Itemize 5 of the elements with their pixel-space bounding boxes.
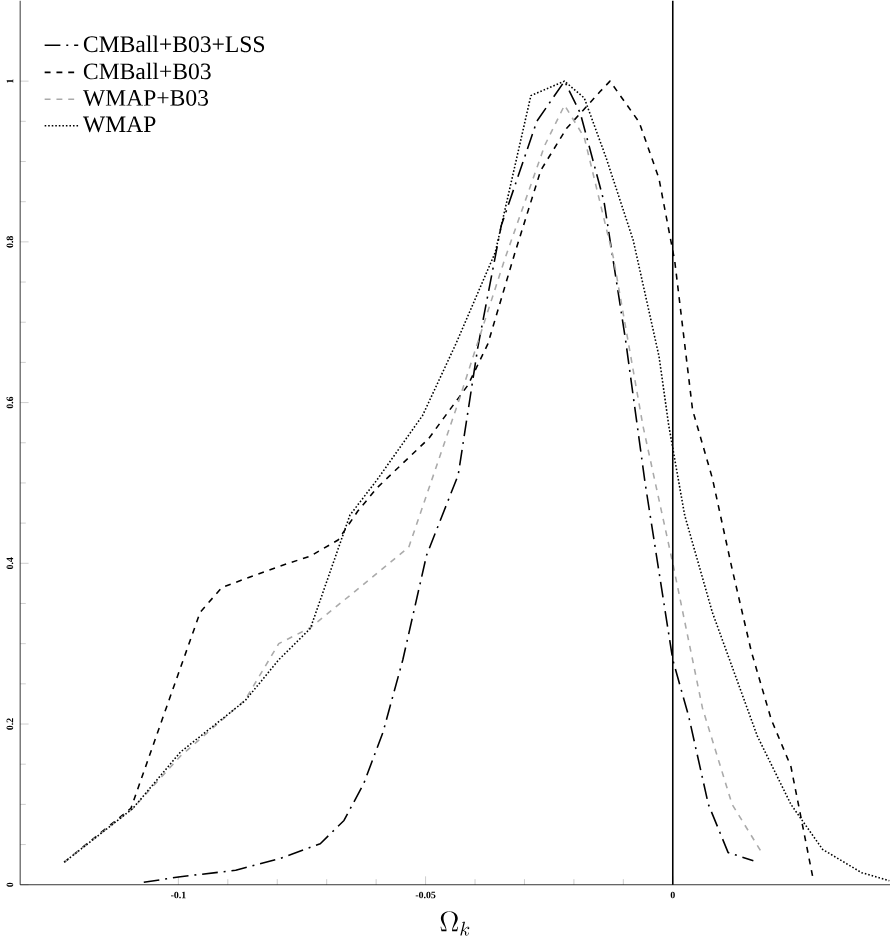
legend-label: WMAP+B03 [82,89,208,106]
legend-label: WMAP [82,116,156,133]
legend-label: CMBall+B03+LSS [83,35,264,53]
legend-label: CMBall+B03 [83,62,211,80]
x-axis-title: $\Omega_k$ [440,911,469,936]
